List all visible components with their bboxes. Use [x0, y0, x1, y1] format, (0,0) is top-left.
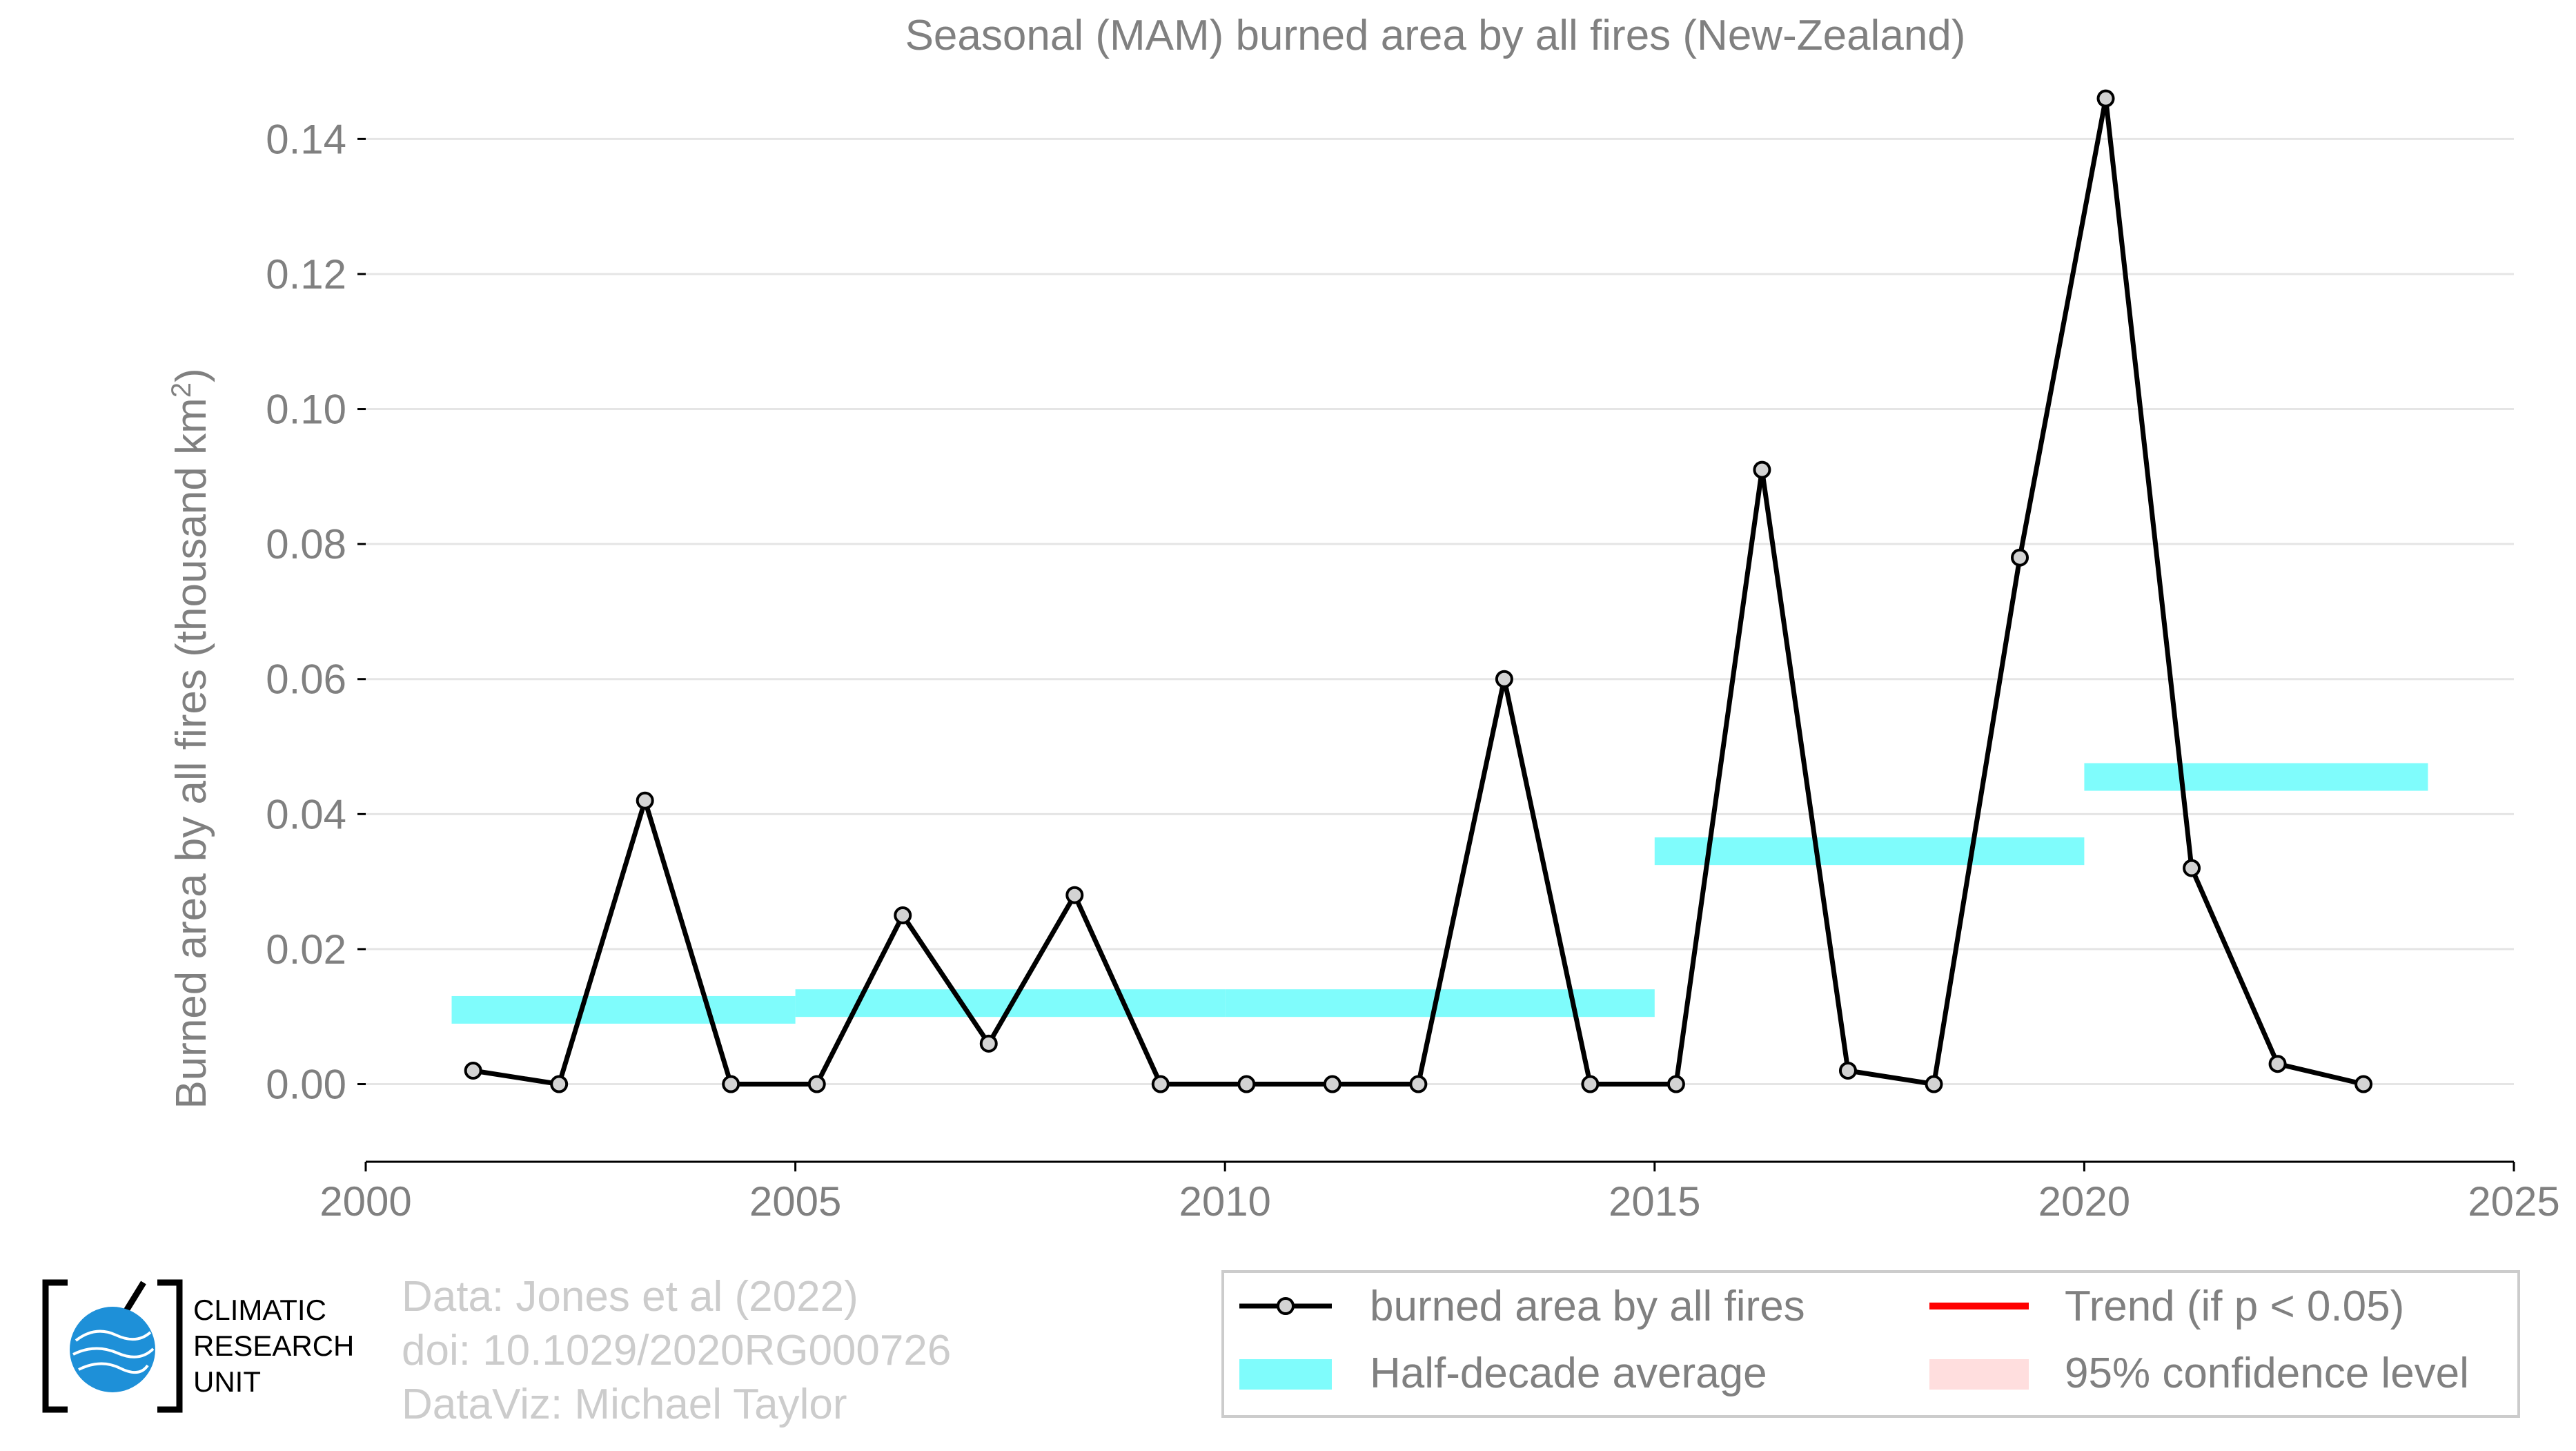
- data-credits: Data: Jones et al (2022) doi: 10.1029/20…: [402, 1270, 951, 1432]
- y-tick-label-2: 0.04: [266, 791, 346, 837]
- x-tick-label-0: 2000: [319, 1178, 411, 1225]
- data-point-7: [1065, 886, 1084, 904]
- data-point-3: [722, 1075, 740, 1093]
- legend-label-confidence: 95% confidence level: [2065, 1350, 2469, 1397]
- data-point-9: [1237, 1075, 1256, 1093]
- x-tick-label-1: 2005: [749, 1178, 841, 1225]
- y-axis-label-superscript: 2: [166, 382, 197, 398]
- data-points: [464, 89, 2373, 1093]
- legend-label-trend: Trend (if p < 0.05): [2065, 1283, 2404, 1330]
- y-tick-label-6: 0.12: [266, 251, 346, 298]
- data-point-0: [464, 1061, 482, 1080]
- y-tick-label-1: 0.02: [266, 926, 346, 973]
- y-axis-ticks: 0.00 0.02 0.04 0.06 0.08 0.10 0.12 0.14: [266, 116, 366, 1108]
- legend: burned area by all fires Trend (if p < 0…: [1221, 1270, 2520, 1418]
- data-point-13: [1581, 1075, 1600, 1093]
- logo-line-3: UNIT: [193, 1365, 261, 1398]
- half-decade-band-4: [2084, 763, 2428, 791]
- data-point-17: [1925, 1075, 1943, 1093]
- legend-swatch-average: [1239, 1359, 1332, 1390]
- credits-data-source: Data: Jones et al (2022): [402, 1273, 858, 1321]
- data-point-22: [2354, 1075, 2373, 1093]
- data-point-6: [979, 1034, 998, 1053]
- series-line-burned-area: [473, 96, 2364, 1087]
- legend-swatch-confidence: [1929, 1359, 2029, 1390]
- data-point-11: [1409, 1075, 1428, 1093]
- y-tick-label-4: 0.08: [266, 521, 346, 567]
- x-tick-label-3: 2015: [1609, 1178, 1700, 1225]
- data-point-21: [2268, 1055, 2287, 1073]
- data-point-14: [1666, 1075, 1685, 1093]
- credits-dataviz: DataViz: Michael Taylor: [402, 1381, 847, 1428]
- data-point-18: [2011, 548, 2029, 567]
- data-point-12: [1495, 670, 1513, 688]
- legend-marker-series: [1277, 1297, 1295, 1315]
- y-tick-label-0: 0.00: [266, 1062, 346, 1108]
- y-tick-label-5: 0.10: [266, 387, 346, 433]
- y-axis-label-tail: ): [168, 368, 215, 382]
- cru-logo-text: CLIMATIC RESEARCH UNIT: [193, 1292, 354, 1400]
- data-point-16: [1838, 1061, 1857, 1080]
- data-point-2: [636, 791, 654, 810]
- legend-box: [1221, 1270, 2520, 1418]
- x-axis-ticks: 2000 2005 2010 2015 2020 2025: [319, 1162, 2560, 1225]
- chart-title: Seasonal (MAM) burned area by all fires …: [905, 12, 1966, 59]
- legend-label-series: burned area by all fires: [1370, 1283, 1805, 1330]
- half-decade-band-3: [1654, 837, 2085, 866]
- half-decade-band-0: [451, 995, 796, 1024]
- data-point-8: [1151, 1075, 1170, 1093]
- legend-label-average: Half-decade average: [1370, 1350, 1767, 1397]
- data-point-1: [550, 1075, 569, 1093]
- cru-logo-icon: [42, 1279, 183, 1413]
- data-point-15: [1753, 460, 1771, 479]
- logo-line-1: CLIMATIC: [193, 1294, 326, 1326]
- y-tick-label-3: 0.06: [266, 656, 346, 703]
- data-point-20: [2183, 859, 2201, 877]
- data-point-19: [2096, 89, 2115, 108]
- data-point-10: [1323, 1075, 1341, 1093]
- data-point-5: [894, 906, 912, 925]
- x-tick-label-5: 2025: [2468, 1178, 2559, 1225]
- x-tick-label-4: 2020: [2038, 1178, 2130, 1225]
- y-axis-label: Burned area by all fires (thousand km2): [166, 368, 215, 1109]
- x-tick-label-2: 2010: [1179, 1178, 1270, 1225]
- grid-lines: [366, 137, 2514, 1086]
- y-tick-label-7: 0.14: [266, 116, 346, 162]
- logo-line-2: RESEARCH: [193, 1330, 355, 1362]
- credits-doi: doi: 10.1029/2020RG000726: [402, 1327, 952, 1374]
- data-point-4: [807, 1075, 826, 1093]
